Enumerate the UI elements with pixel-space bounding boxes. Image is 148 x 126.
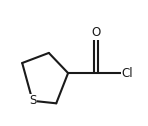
Text: O: O — [92, 26, 101, 39]
Text: Cl: Cl — [122, 67, 133, 80]
Text: S: S — [29, 94, 36, 107]
